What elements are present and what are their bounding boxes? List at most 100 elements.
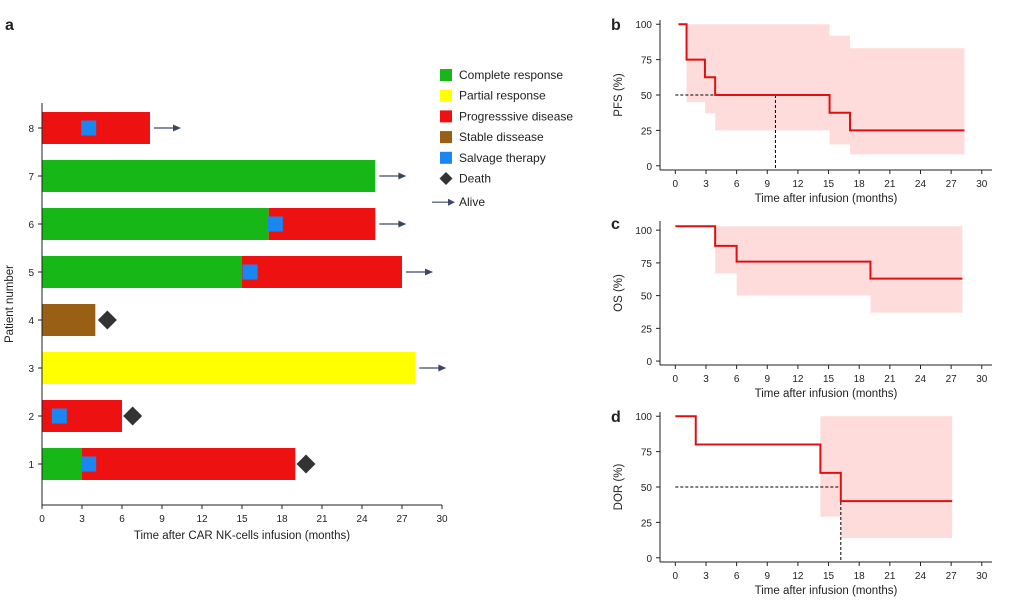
os-x-tick-label: 18 [854, 374, 866, 385]
swimmer-legend: Complete response Partial response Progres… [432, 68, 573, 209]
bar-segment-pd [82, 448, 296, 480]
pfs-y-tick-label: 25 [641, 126, 653, 137]
legend-swatch-salvage [440, 151, 452, 164]
dor-x-tick-label: 21 [884, 571, 896, 582]
dor-x-tick-label: 6 [734, 571, 740, 582]
legend-label: Stable dissease [459, 130, 544, 144]
patient-number-label: 5 [28, 268, 34, 279]
death-marker [296, 454, 316, 474]
swimmer-x-tick-label: 9 [159, 514, 165, 525]
swimmer-x-tick-label: 15 [236, 514, 248, 525]
dor-x-tick-label: 9 [764, 571, 770, 582]
os-x-tick-label: 12 [792, 374, 804, 385]
pfs-panel: 0 3 6 9 12 15 18 21 24 27 30 0 25 50 75 100 Time after i… [613, 20, 992, 205]
swimmer-y-axis-label: Patient number [4, 265, 16, 343]
os-x-tick-label: 6 [734, 374, 740, 385]
pfs-x-tick-label: 3 [703, 179, 709, 190]
dor-confidence-band [675, 416, 953, 538]
os-y-tick-label: 0 [646, 357, 652, 368]
bar-segment-pd [242, 256, 402, 288]
os-x-tick-label: 15 [823, 374, 835, 385]
swimmer-x-tick-label: 12 [196, 514, 208, 525]
bar-segment-pd [268, 208, 376, 240]
pfs-y-tick-label: 0 [646, 162, 652, 173]
swimmer-x-tick-label: 0 [39, 514, 45, 525]
pfs-x-tick-label: 24 [915, 179, 927, 190]
legend-label: Death [459, 172, 491, 186]
pfs-y-axis-label: PFS (%) [613, 73, 625, 117]
pfs-y-tick-label: 75 [641, 56, 653, 67]
swimmer-x-tick-label: 6 [119, 514, 125, 525]
swimmer-x-tick-label: 3 [79, 514, 85, 525]
bar-segment-pr [42, 352, 416, 384]
dor-y-tick-label: 75 [641, 448, 653, 459]
pfs-y-tick-label: 50 [641, 91, 653, 102]
dor-x-tick-label: 12 [792, 571, 804, 582]
pfs-x-tick-label: 27 [946, 179, 958, 190]
bar-segment-cr [42, 160, 376, 192]
bar-segment-sd [42, 304, 96, 336]
patient-number-label: 1 [28, 460, 34, 471]
os-x-tick-label: 21 [884, 374, 896, 385]
alive-arrow-head [438, 364, 447, 372]
legend-label: Complete response [459, 68, 563, 82]
dor-x-tick-label: 3 [703, 571, 709, 582]
panel-d-letter: d [611, 409, 621, 426]
swimmer-x-tick-label: 18 [276, 514, 288, 525]
salvage-therapy-marker [242, 264, 258, 280]
os-x-tick-label: 27 [946, 374, 958, 385]
alive-arrow-head [398, 220, 407, 228]
os-x-tick-label: 3 [703, 374, 709, 385]
pfs-x-tick-label: 0 [673, 179, 679, 190]
death-marker [97, 310, 117, 330]
os-y-tick-label: 50 [641, 292, 653, 303]
swimmer-x-tick-label: 30 [436, 514, 448, 525]
pfs-x-axis-label: Time after infusion (months) [755, 193, 898, 205]
dor-x-tick-label: 0 [673, 571, 679, 582]
os-x-axis-label: Time after infusion (months) [755, 388, 898, 400]
os-y-tick-label: 100 [635, 226, 652, 237]
pfs-x-tick-label: 12 [792, 179, 804, 190]
os-y-tick-label: 75 [641, 259, 653, 270]
patient-number-label: 8 [28, 124, 34, 135]
panel-c-letter: c [611, 216, 620, 233]
bar-segment-cr [42, 208, 269, 240]
swimmer-x-axis-label: Time after CAR NK-cells infusion (months… [134, 530, 350, 542]
salvage-therapy-marker [51, 408, 67, 424]
legend-swatch-sd [440, 131, 452, 144]
bar-segment-cr [42, 448, 82, 480]
dor-y-tick-label: 0 [646, 554, 652, 565]
pfs-x-tick-label: 21 [884, 179, 896, 190]
dor-x-tick-label: 18 [854, 571, 866, 582]
pfs-x-tick-label: 15 [823, 179, 835, 190]
alive-arrow-head [173, 124, 181, 132]
alive-arrow-head [398, 172, 407, 180]
os-x-tick-label: 24 [915, 374, 927, 385]
swimmer-x-tick-label: 24 [356, 514, 368, 525]
legend-label: Progresssive disease [459, 109, 573, 123]
legend-alive-arrow-head [448, 198, 455, 206]
dor-x-tick-label: 15 [823, 571, 835, 582]
salvage-therapy-marker [81, 456, 97, 472]
bar-segment-cr [42, 256, 242, 288]
pfs-survival-curve [678, 23, 965, 132]
legend-swatch-pr [440, 89, 452, 102]
salvage-therapy-marker [81, 120, 97, 136]
pfs-x-tick-label: 6 [734, 179, 740, 190]
dor-survival-curve [675, 415, 953, 503]
os-y-tick-label: 25 [641, 324, 653, 335]
os-x-tick-label: 30 [976, 374, 988, 385]
patient-number-label: 7 [28, 172, 34, 183]
patient-number-label: 4 [28, 316, 34, 327]
salvage-therapy-marker [267, 216, 283, 232]
legend-label: Alive [459, 195, 485, 209]
panel-a-letter: a [5, 17, 14, 34]
patient-number-label: 2 [28, 412, 34, 423]
dor-panel: 0 3 6 9 12 15 18 21 24 27 30 0 25 50 75 100 Time after i… [613, 412, 992, 597]
pfs-x-tick-label: 30 [976, 179, 988, 190]
dor-y-axis-label: DOR (%) [613, 464, 625, 511]
pfs-x-tick-label: 18 [854, 179, 866, 190]
pfs-y-tick-label: 100 [635, 20, 652, 31]
